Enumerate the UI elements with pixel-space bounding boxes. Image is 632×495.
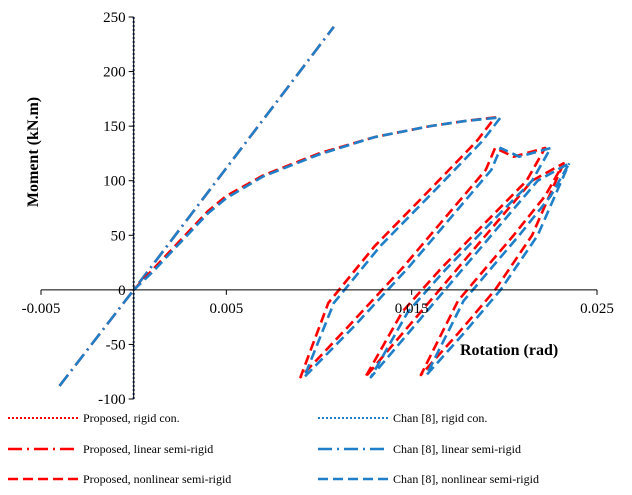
x-tick-label: 0.005 — [209, 301, 243, 317]
x-tick-label: 0.025 — [580, 301, 614, 317]
legend-label: Chan [8], linear semi-rigid — [393, 442, 521, 456]
y-tick-label: 150 — [103, 119, 126, 135]
x-axis-title: Rotation (rad) — [460, 342, 558, 359]
legend-label: Chan [8], nonlinear semi-rigid — [393, 472, 539, 486]
y-tick-label: 250 — [103, 10, 126, 26]
y-tick-label: 100 — [103, 174, 126, 190]
legend-label: Proposed, rigid con. — [83, 411, 180, 425]
series-line-6 — [132, 116, 571, 379]
y-axis-title: Moment (kN.m) — [25, 97, 42, 207]
y-ticks: -100 -50 0 50 100 150 200 250 — [98, 10, 134, 408]
axes: -100 -50 0 50 100 150 200 250 -0.005 0.005 0.015 0… — [22, 10, 614, 408]
legend: Proposed, rigid con. Proposed, linear sem… — [8, 411, 539, 486]
series-line-5 — [132, 116, 565, 379]
x-ticks: -0.005 0.005 0.015 0.025 — [22, 289, 614, 317]
y-tick-label: -50 — [106, 337, 126, 353]
series-line-4 — [58, 26, 335, 387]
y-tick-label: -100 — [98, 392, 126, 408]
x-tick-label: -0.005 — [22, 301, 61, 317]
legend-label: Proposed, nonlinear semi-rigid — [83, 472, 231, 486]
y-tick-label: 200 — [103, 65, 126, 81]
y-tick-label: 50 — [111, 228, 126, 244]
y-tick-label: 0 — [118, 283, 126, 299]
legend-label: Proposed, linear semi-rigid — [83, 442, 213, 456]
x-tick-label: 0.015 — [395, 301, 429, 317]
legend-label: Chan [8], rigid con. — [393, 411, 487, 425]
